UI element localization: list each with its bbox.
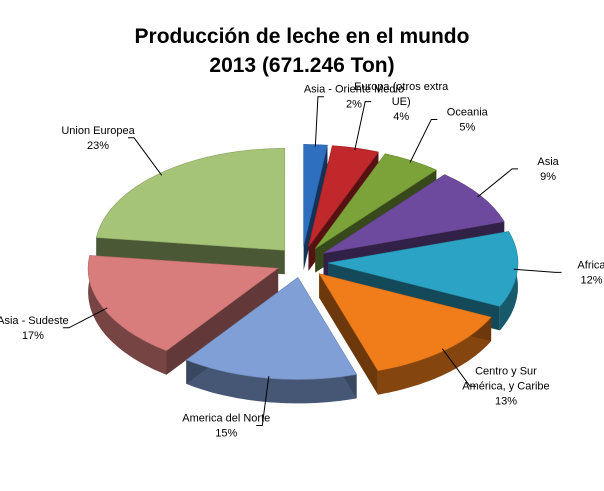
leader-line-oceania: [409, 118, 438, 163]
slice-name-label: America del Norte: [182, 413, 270, 425]
leader-line-europa-otros-extra-ue: [354, 101, 372, 151]
slice-name-label: Asia - Oriente Medio: [304, 84, 404, 96]
slice-label-asia: Asia 9%: [537, 156, 559, 183]
slice-name-label: Africa: [577, 259, 604, 271]
pie-slice-asia-sudeste: [87, 255, 279, 352]
pie-slice-side-america-del-norte: [186, 359, 357, 404]
leader-line-america-del-norte: [256, 376, 270, 427]
slice-label-europa-otros-extra-ue: Europa (otros extra UE) 4%: [354, 81, 449, 123]
slice-value-label: 17%: [22, 330, 44, 342]
chart-title-line-2: 2013 (671.246 Ton): [209, 54, 395, 77]
slice-value-label: 2%: [346, 99, 362, 111]
slice-value-label: 5%: [459, 121, 475, 133]
leader-line-asia: [477, 168, 519, 198]
slice-label-america-del-norte: America del Norte 15%: [182, 413, 270, 440]
slice-name-label: América, y Caribe: [462, 381, 549, 393]
chart-title-line-1: Producción de leche en el mundo: [134, 25, 470, 48]
slice-value-label: 23%: [87, 140, 109, 152]
slice-name-label: Asia: [537, 156, 559, 168]
slice-label-centro-y-sur-america-y-caribe: Centro y Sur América, y Caribe 13%: [462, 366, 549, 408]
slice-name-label: Centro y Sur: [475, 366, 537, 378]
pie-slice-face-union-europea-0: [96, 237, 285, 275]
slice-name-label: Union Europea: [61, 125, 135, 137]
leader-line-union-europea: [128, 137, 163, 176]
slice-value-label: 15%: [215, 428, 237, 440]
leader-line-asia-oriente-medio: [314, 96, 324, 147]
pie-slice-side-centro-y-sur-america-y-caribe: [377, 317, 492, 395]
slice-value-label: 4%: [393, 111, 409, 123]
leader-line-asia-sudeste: [62, 307, 108, 329]
leader-line-centro-y-sur-america-y-caribe: [441, 348, 476, 387]
slice-name-label: UE): [392, 96, 411, 108]
slice-name-label: Oceania: [447, 106, 489, 118]
leader-line-africa: [513, 268, 562, 273]
slice-label-asia-sudeste: Asia - Sudeste 17%: [0, 315, 69, 342]
pie-slice-centro-y-sur-america-y-caribe: [318, 273, 492, 372]
pie-slice-face-asia-sudeste-0: [166, 268, 279, 375]
pie-slice-face-centro-y-sur-america-y-caribe-1: [319, 273, 378, 395]
pie-slice-side-asia-sudeste: [88, 255, 167, 375]
pie-slice-union-europea: [95, 147, 286, 251]
slice-name-label: Europa (otros extra: [354, 81, 449, 93]
slice-label-oceania: Oceania 5%: [447, 106, 489, 133]
slice-label-union-europea: Union Europea 23%: [61, 125, 135, 152]
slice-value-label: 13%: [495, 396, 517, 408]
pie-slice-asia: [323, 174, 505, 254]
slice-label-asia-oriente-medio: Asia - Oriente Medio 2%: [304, 84, 404, 111]
slice-name-label: Asia - Sudeste: [0, 315, 69, 327]
slice-label-africa: Africa 12%: [577, 259, 604, 286]
pie-slice-europa-otros-extra-ue: [308, 145, 379, 248]
pie-slice-oceania: [314, 153, 437, 249]
slice-value-label: 12%: [580, 274, 602, 286]
pie-slice-face-asia-oriente-medio-1: [303, 145, 328, 271]
chart-title: Producción de leche en el mundo 2013 (67…: [0, 22, 604, 80]
slice-value-label: 9%: [540, 171, 556, 183]
